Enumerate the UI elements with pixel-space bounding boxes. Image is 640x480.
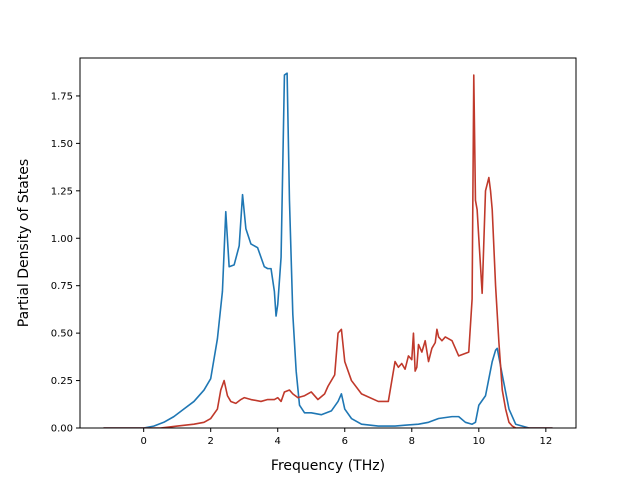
y-tick-label: 0.25 <box>51 376 73 387</box>
x-axis-label: Frequency (THz) <box>271 458 385 474</box>
series-line-1 <box>103 72 553 428</box>
series-line-2 <box>103 74 553 428</box>
axes-frame <box>79 57 577 429</box>
x-tick-label: 2 <box>208 436 214 447</box>
y-tick-label: 0.50 <box>51 329 73 340</box>
y-tick-label: 1.00 <box>51 234 73 245</box>
x-tick-label: 0 <box>140 436 146 447</box>
x-tick-label: 4 <box>275 436 281 447</box>
x-tick-label: 8 <box>409 436 415 447</box>
y-tick-label: 1.25 <box>51 186 73 197</box>
x-tick-label: 10 <box>472 436 485 447</box>
y-axis-ticks: 0.00 0.25 0.50 0.75 1.00 1.25 1.50 1.75 <box>51 91 80 435</box>
y-axis-label: Partial Density of States <box>16 159 32 327</box>
plot-area <box>103 72 553 428</box>
x-axis-ticks: 0 2 4 6 8 10 12 <box>140 428 552 447</box>
y-tick-label: 0.00 <box>51 424 73 435</box>
x-tick-label: 6 <box>342 436 348 447</box>
y-tick-label: 0.75 <box>51 281 73 292</box>
y-tick-label: 1.75 <box>51 91 73 102</box>
series-layer <box>103 72 553 428</box>
y-tick-label: 1.50 <box>51 139 73 150</box>
x-tick-label: 12 <box>539 436 552 447</box>
